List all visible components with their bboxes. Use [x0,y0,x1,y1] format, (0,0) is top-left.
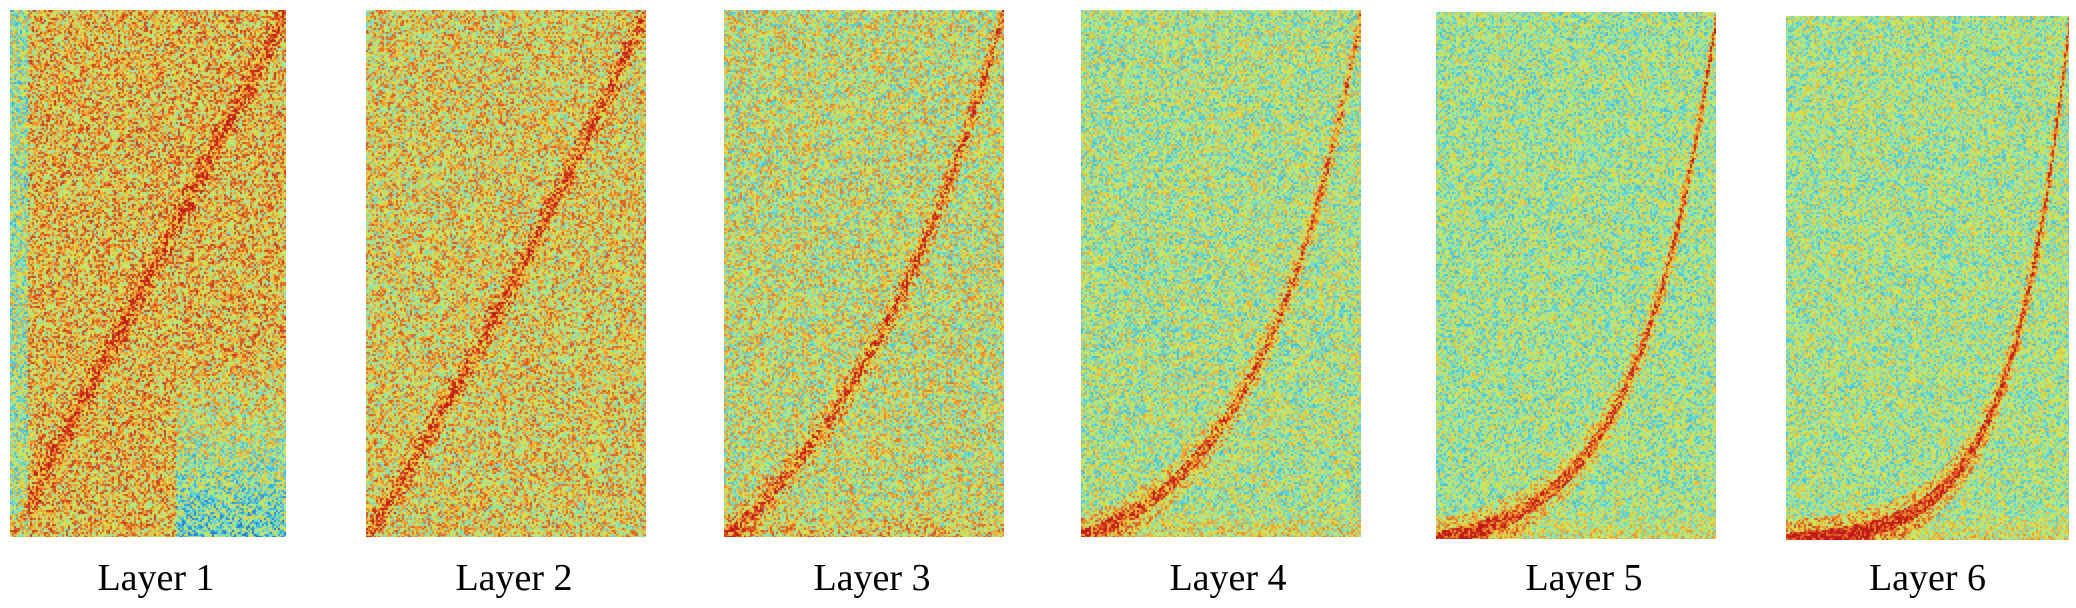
attention-heatmap-layer-5 [1436,12,1716,539]
layer-panel-6: Layer 6 [1774,0,2074,600]
layer-caption: Layer 4 [1169,557,1287,599]
layer-panel-5: Layer 5 [1434,0,1734,600]
layer-caption: Layer 6 [1868,557,1987,599]
layer-caption: Layer 3 [813,557,931,599]
layer-panel-2: Layer 2 [364,0,664,600]
layer-panel-3: Layer 3 [722,0,1022,600]
layer-caption: Layer 2 [455,557,573,599]
layer-panel-4: Layer 4 [1078,0,1378,600]
layer-caption: Layer 1 [97,557,215,599]
layer-panel-1: Layer 1 [6,0,306,600]
attention-heatmap-layer-2 [366,10,646,537]
layer-caption: Layer 5 [1525,557,1643,599]
attention-heatmap-layer-4 [1081,10,1361,537]
attention-heatmap-layer-6 [1786,16,2069,540]
attention-heatmap-layer-1 [10,10,286,537]
attention-heatmap-layer-3 [724,10,1004,537]
